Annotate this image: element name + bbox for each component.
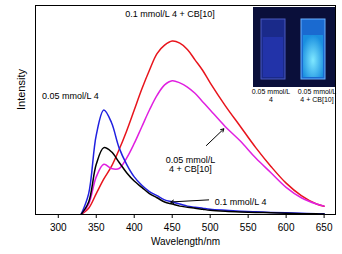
svg-text:650: 650 [316,222,333,233]
svg-text:500: 500 [202,222,219,233]
svg-text:600: 600 [278,222,295,233]
svg-text:0.1 mmol/L 4: 0.1 mmol/L 4 [215,197,267,207]
svg-text:400: 400 [126,222,143,233]
svg-text:0.1 mmol/L 4 + CB[10]: 0.1 mmol/L 4 + CB[10] [125,9,214,19]
svg-text:450: 450 [164,222,181,233]
svg-text:Intensity: Intensity [15,69,27,110]
svg-text:0.05 mmol/L4 + CB[10]: 0.05 mmol/L4 + CB[10] [166,155,216,175]
svg-text:0.05 mmol/L 4: 0.05 mmol/L 4 [42,91,99,101]
html-text:0.05 mmol/L 4: 0.05 mmol/L 4 [251,88,291,103]
svg-text:Wavelength/nm: Wavelength/nm [151,236,220,247]
svg-text:350: 350 [88,222,105,233]
svg-text:550: 550 [240,222,257,233]
html-text:0.05 mmol/L 4 + CB[10]: 0.05 mmol/L 4 + CB[10] [297,88,337,103]
svg-text:300: 300 [50,222,67,233]
